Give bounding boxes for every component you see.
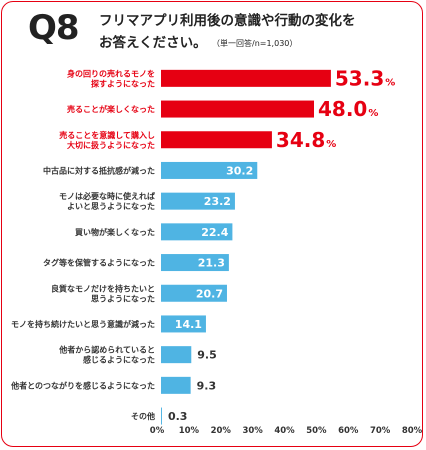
bar-3 <box>161 131 272 149</box>
category-label: タグ等を保管するようになった <box>43 258 155 268</box>
category-label: 良質なモノだけを持ちたいと <box>51 283 155 293</box>
bar-4 <box>161 161 258 179</box>
bar-12 <box>161 407 162 425</box>
chart-title-line2: お答えください。 <box>99 35 207 51</box>
value-label: 30.2 <box>226 164 253 177</box>
value-label: 21.3 <box>198 257 225 270</box>
bar-9 <box>161 315 206 333</box>
bar-1 <box>161 69 331 87</box>
category-label: 感じるようになった <box>83 355 155 365</box>
x-tick-label: 70% <box>370 426 391 436</box>
x-tick-label: 30% <box>242 426 263 436</box>
x-tick-label: 60% <box>338 426 359 436</box>
question-number: Q8 <box>28 8 80 48</box>
category-label: 探すようになった <box>91 78 155 88</box>
x-tick-label: 50% <box>306 426 327 436</box>
bar-2 <box>161 100 314 118</box>
value-label: 20.7 <box>196 287 223 300</box>
category-label: モノを持ち続けたいと思う意識が減った <box>11 319 155 329</box>
value-label: 9.3 <box>197 379 217 392</box>
value-label: 0.3 <box>168 410 188 423</box>
value-label: 34.8% <box>276 128 336 152</box>
x-tick-label: 40% <box>274 426 295 436</box>
category-label: 売ることが楽しくなった <box>67 104 155 114</box>
category-label: 中古品に対する抵抗感が減った <box>43 165 155 175</box>
bar-7 <box>161 254 229 272</box>
value-label: 53.3% <box>335 66 395 90</box>
category-label: 大切に扱うようになった <box>67 140 155 150</box>
category-label: その他 <box>131 411 155 421</box>
x-tick-label: 20% <box>211 426 232 436</box>
bar-6 <box>161 223 233 241</box>
bar-8 <box>161 284 227 302</box>
category-label: よいと思うようになった <box>67 201 155 211</box>
x-tick-label: 80% <box>402 426 423 436</box>
value-label: 48.0% <box>318 97 378 121</box>
category-label: 他者とのつながりを感じるようになった <box>10 380 155 390</box>
x-tick-label: 10% <box>179 426 200 436</box>
category-label: 売ることを意識して購入し <box>59 130 155 140</box>
category-label: 買い物が楽しくなった <box>75 227 155 237</box>
category-label: 思うようになった <box>91 293 155 303</box>
chart-title-line1: フリマアプリ利用後の意識や行動の変化を <box>99 13 356 29</box>
bar-10 <box>161 346 192 364</box>
x-tick-label: 0% <box>150 426 165 436</box>
bar-11 <box>161 376 191 394</box>
category-label: 身の回りの売れるモノを <box>67 68 155 78</box>
sample-note: （単一回答/n=1,030） <box>212 39 298 48</box>
value-label: 23.2 <box>204 195 231 208</box>
bar-5 <box>161 192 235 210</box>
value-label: 14.1 <box>175 318 202 331</box>
value-label: 22.4 <box>201 226 228 239</box>
category-label: 他者から認められていると <box>58 345 155 355</box>
category-label: モノは必要な時に使えれば <box>59 191 155 201</box>
value-label: 9.5 <box>197 349 217 362</box>
